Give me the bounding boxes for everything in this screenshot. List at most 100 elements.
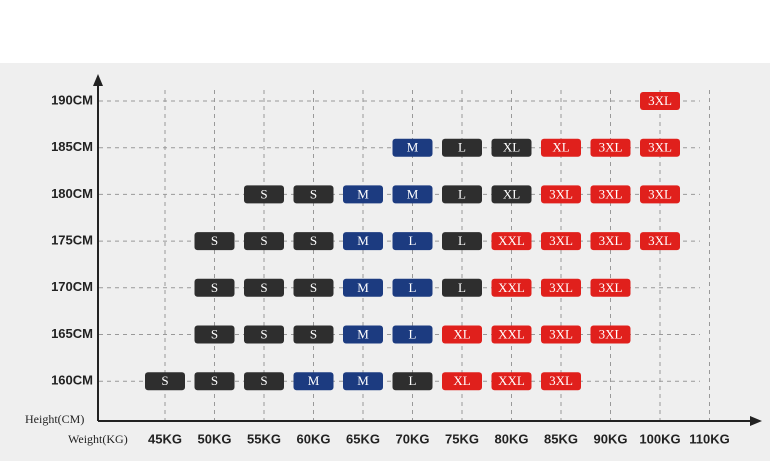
- size-cell: [244, 185, 284, 204]
- size-label: M: [308, 373, 320, 388]
- size-label: 3XL: [648, 140, 672, 155]
- size-cell: [442, 138, 482, 157]
- size-cell: [244, 372, 284, 391]
- size-label: XXL: [498, 326, 525, 341]
- y-label: 170CM: [51, 279, 93, 294]
- size-cell: [194, 232, 235, 251]
- size-cell: [541, 372, 581, 391]
- size-label: 3XL: [648, 233, 672, 248]
- size-cell: [392, 325, 433, 344]
- size-cell: [293, 325, 334, 344]
- background: [0, 63, 770, 461]
- size-cell: [244, 232, 284, 251]
- size-cell: [541, 325, 581, 344]
- size-label: 3XL: [599, 280, 623, 295]
- size-label: XXL: [498, 233, 525, 248]
- y-label: 190CM: [51, 92, 93, 107]
- size-label: S: [260, 233, 267, 248]
- size-label: M: [357, 233, 369, 248]
- size-label: S: [211, 373, 218, 388]
- size-cell: [640, 138, 680, 157]
- size-label: XL: [503, 186, 520, 201]
- size-label: XXL: [498, 280, 525, 295]
- size-cell: [442, 278, 482, 297]
- size-cell: [194, 372, 235, 391]
- size-label: S: [211, 233, 218, 248]
- size-label: L: [409, 373, 417, 388]
- size-label: S: [260, 280, 267, 295]
- size-cell: [392, 278, 433, 297]
- x-label: 70KG: [396, 431, 430, 446]
- size-cell: [293, 372, 334, 391]
- size-label: XL: [552, 140, 569, 155]
- x-label: 65KG: [346, 431, 380, 446]
- size-label: L: [458, 140, 466, 155]
- size-label: S: [161, 373, 168, 388]
- size-label: M: [357, 280, 369, 295]
- x-label: 90KG: [594, 431, 628, 446]
- size-cell: [442, 372, 482, 391]
- x-label: 55KG: [247, 431, 281, 446]
- size-label: S: [310, 186, 317, 201]
- x-label: 100KG: [639, 431, 680, 446]
- size-cell: [442, 232, 482, 251]
- size-cell: [343, 185, 383, 204]
- x-arrow: [750, 416, 762, 426]
- size-cell: [491, 325, 532, 344]
- size-cell: [541, 232, 581, 251]
- size-label: 3XL: [549, 233, 573, 248]
- x-label: 50KG: [198, 431, 232, 446]
- size-label: L: [458, 186, 466, 201]
- size-label: XL: [453, 326, 470, 341]
- size-label: L: [409, 233, 417, 248]
- size-cell: [145, 372, 185, 391]
- size-label: S: [260, 326, 267, 341]
- size-cell: [293, 278, 334, 297]
- x-label: 80KG: [495, 431, 529, 446]
- size-label: S: [310, 233, 317, 248]
- y-label: 160CM: [51, 373, 93, 388]
- size-cell: [541, 138, 581, 157]
- size-label: S: [211, 326, 218, 341]
- size-cell: [491, 185, 532, 204]
- size-label: L: [458, 280, 466, 295]
- size-label: L: [409, 280, 417, 295]
- size-label: 3XL: [648, 186, 672, 201]
- size-label: S: [211, 280, 218, 295]
- size-label: 3XL: [599, 326, 623, 341]
- size-label: M: [407, 140, 419, 155]
- x-title: Weight(KG): [68, 432, 128, 446]
- x-label: 75KG: [445, 431, 479, 446]
- size-label: 3XL: [599, 140, 623, 155]
- size-cell: [491, 372, 532, 391]
- y-title: Height(CM): [25, 412, 84, 426]
- size-cell: [194, 325, 235, 344]
- size-label: S: [260, 186, 267, 201]
- size-cell: [244, 278, 284, 297]
- size-cell: [293, 232, 334, 251]
- size-cell: [491, 232, 532, 251]
- size-cell: [640, 232, 680, 251]
- size-cell: [590, 325, 631, 344]
- size-label: M: [357, 326, 369, 341]
- size-cell: [590, 278, 631, 297]
- size-label: XL: [503, 140, 520, 155]
- size-label: L: [409, 326, 417, 341]
- size-cell: [343, 278, 383, 297]
- size-cell: [392, 185, 433, 204]
- size-cell: [541, 185, 581, 204]
- size-cell: [640, 92, 680, 110]
- size-label: 3XL: [599, 186, 623, 201]
- size-label: S: [260, 373, 267, 388]
- size-cell: [343, 232, 383, 251]
- size-cell: [442, 185, 482, 204]
- y-label: 165CM: [51, 326, 93, 341]
- size-cell: [442, 325, 482, 344]
- size-cell: [293, 185, 334, 204]
- size-label: M: [407, 186, 419, 201]
- y-arrow: [93, 74, 103, 86]
- size-label: M: [357, 373, 369, 388]
- y-label: 180CM: [51, 186, 93, 201]
- size-label: XXL: [498, 373, 525, 388]
